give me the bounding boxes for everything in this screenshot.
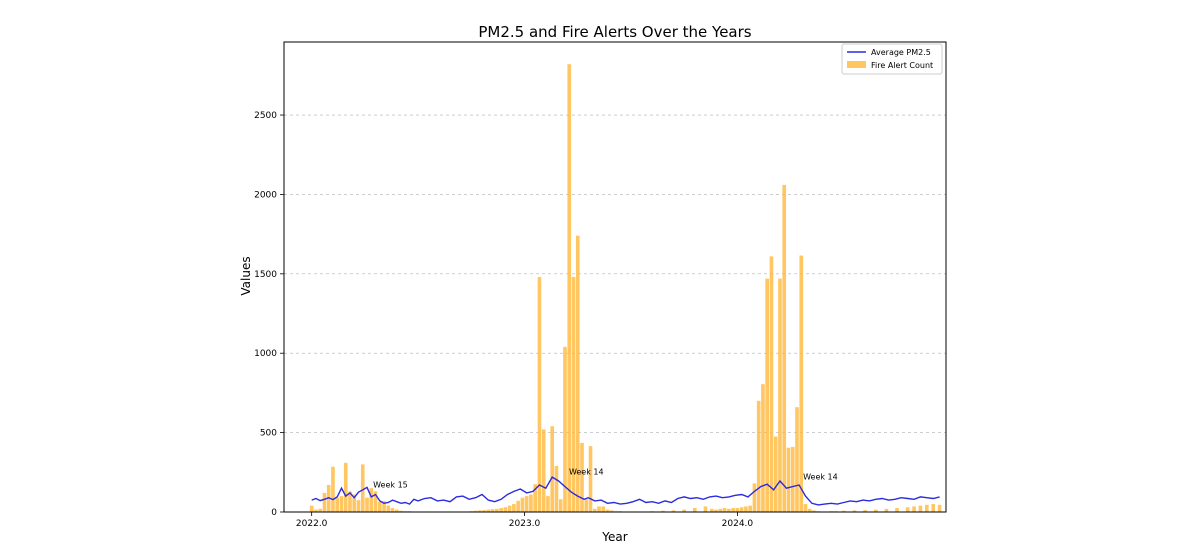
fire-alert-bar [555,466,559,512]
fire-alert-bar [736,508,740,512]
fire-alert-bar [572,277,576,512]
fire-alert-bar [919,506,923,512]
fire-alert-bar [693,508,697,512]
fire-alert-bar [369,488,373,512]
plot-frame [284,42,946,512]
fire-alert-bar [597,506,601,512]
fire-alert-bar [357,500,361,512]
fire-alert-bar [753,483,757,512]
x-tick-label: 2022.0 [296,519,328,529]
fire-alert-bar [938,505,942,512]
fire-alert-bar [391,508,395,512]
fire-alert-bar [791,447,795,512]
legend-line-label: Average PM2.5 [871,48,931,57]
fire-alert-bar [748,506,752,512]
fire-alert-bar [323,493,327,512]
fire-alert-bar [365,498,369,512]
fire-alert-bar [795,407,799,512]
peak-annotation: Week 14 [569,468,604,477]
fire-alert-bar [925,505,929,512]
fire-alert-bar [516,501,520,512]
fire-alert-bar [778,279,782,512]
fire-alert-bar [344,463,348,512]
fire-alert-bar [331,467,335,512]
fire-alert-bar [787,448,791,512]
fire-alert-bar [601,506,605,512]
fire-alert-bar [782,185,786,512]
y-tick-label: 2000 [254,190,277,200]
fire-alert-bar [521,498,525,512]
fire-alert-bar [499,508,503,512]
fire-alert-bar [361,464,365,512]
fire-alert-bar [567,64,571,512]
fire-alert-bar [589,446,593,512]
fire-alert-bar [508,506,512,512]
fire-alert-bar [542,429,546,512]
fire-alert-bar [804,504,808,512]
fire-alert-bar [538,277,542,512]
fire-alert-bar [740,507,744,512]
x-axis-label: Year [601,530,627,544]
x-axis-ticks: 2022.0 2023.0 2024.0 [296,512,753,529]
fire-alert-bar [765,279,769,512]
fire-alert-bar [525,496,529,512]
fire-alert-bar [731,508,735,512]
fire-alert-bar [912,506,916,512]
y-tick-label: 2500 [254,111,277,121]
fire-alert-bars [310,64,942,512]
fire-alert-bar [504,507,508,512]
fire-alert-bar [580,443,584,512]
fire-alert-bar [895,508,899,512]
fire-alert-bar [906,507,910,512]
y-tick-label: 1500 [254,270,277,280]
peak-annotation: Week 15 [373,480,408,489]
fire-alert-bar [335,498,339,512]
fire-alert-bar [546,496,550,512]
fire-alert-bar [386,506,390,512]
fire-alert-bar [378,502,382,512]
fire-alert-bar [704,506,708,512]
y-tick-label: 500 [260,429,277,439]
fire-alert-bar [559,499,563,512]
y-axis-ticks: 0 500 1000 1500 2000 2500 [254,111,284,518]
chart-title: PM2.5 and Fire Alerts Over the Years [478,23,751,41]
peak-annotation: Week 14 [803,472,838,481]
fire-alert-bar [310,506,314,512]
y-axis-label: Values [239,256,253,295]
fire-alert-bar [761,384,765,512]
legend: Average PM2.5 Fire Alert Count [842,44,942,74]
legend-bar-swatch [847,61,866,68]
fire-alert-bar [584,499,588,512]
fire-alert-bar [931,504,935,512]
fire-alert-bar [757,401,761,512]
fire-alert-bar [512,504,516,512]
x-tick-label: 2023.0 [509,519,541,529]
x-tick-label: 2024.0 [722,519,754,529]
legend-bar-label: Fire Alert Count [871,61,933,70]
fire-alert-bar [770,256,774,512]
fire-alert-bar [529,495,533,512]
y-tick-label: 0 [271,508,277,518]
fire-alert-bar [340,496,344,512]
fire-alert-bar [550,426,554,512]
fire-alert-bar [723,508,727,512]
fire-alert-bar [744,506,748,512]
fire-alert-bar [774,437,778,512]
y-tick-label: 1000 [254,349,277,359]
grid-lines [284,115,946,512]
